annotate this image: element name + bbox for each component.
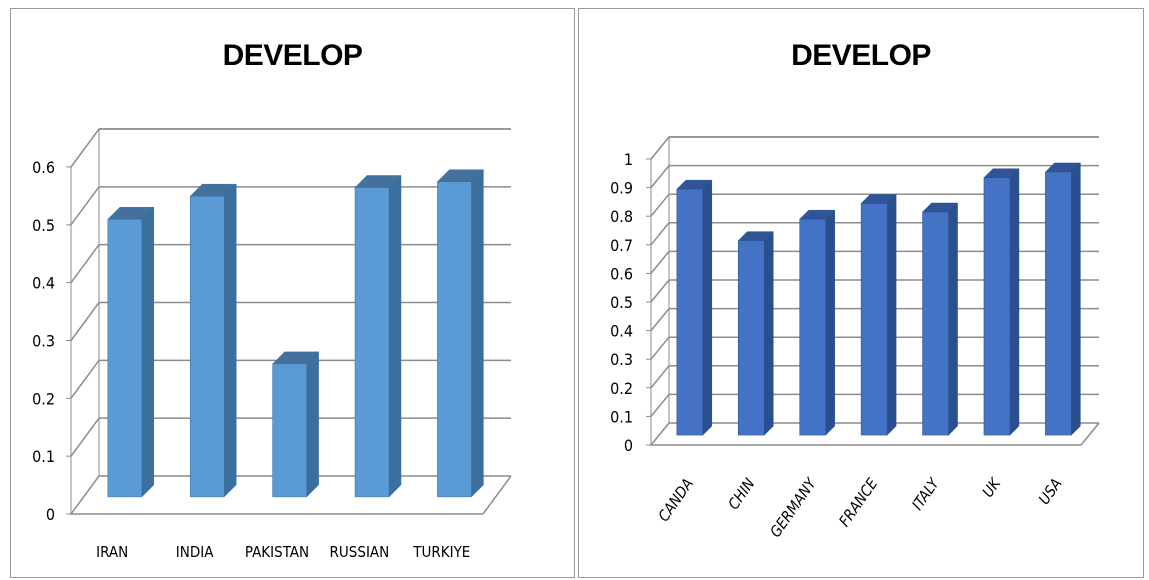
gridline (650, 164, 1099, 189)
gridline (650, 193, 1099, 217)
y-tick-label: 0 (46, 505, 55, 524)
y-tick-label: 0.1 (32, 447, 55, 466)
bar (189, 183, 237, 498)
y-tick-label: 0.7 (610, 236, 633, 255)
y-tick-label: 0.3 (610, 350, 633, 369)
x-tick-label: TURKIYE (412, 543, 470, 561)
bar-side (948, 202, 958, 436)
bar-front (860, 203, 888, 436)
bar (436, 169, 485, 498)
y-tick-label: 0.5 (610, 293, 633, 312)
x-tick-label: RUSSIAN (330, 543, 390, 561)
bar-front (922, 211, 949, 436)
y-tick-label: 0.4 (32, 274, 55, 293)
y-tick-label: 0 (624, 436, 633, 455)
bar-front (983, 177, 1011, 436)
bar-chart-right: 0 0.1 0.2 0.3 0.4 0.5 0.6 0.7 0.8 0.9 1 CANDA CHIN GE… (610, 135, 1100, 541)
x-tick-label: ITALY (908, 474, 943, 514)
bar-side (763, 231, 774, 436)
chart-panel-left: DEVELOP 0 0.1 0.2 0.3 0.4 0.5 0.6 IRAN INDIA PAKI… (10, 8, 575, 578)
bar (921, 202, 959, 436)
chart-panel-right: DEVELOP 0 0.1 0.2 0.3 0.4 0.5 0.6 0.7 0.8 0.9 1 CAN… (578, 8, 1144, 578)
x-tick-label: UK (979, 474, 1005, 501)
floor-right-edge (482, 475, 512, 515)
bar-side (471, 169, 484, 498)
bar-front (272, 363, 307, 498)
x-tick-label: PAKISTAN (245, 543, 309, 561)
y-tick-label: 0.8 (610, 207, 633, 226)
chart-title: DEVELOP (791, 39, 931, 72)
bar (1044, 162, 1081, 436)
x-tick-label: CANDA (654, 475, 696, 525)
x-tick-label: FRANCE (835, 475, 881, 530)
x-tick-label: USA (1035, 475, 1066, 508)
bar-front (437, 181, 472, 498)
bar (354, 174, 402, 498)
bar (737, 231, 774, 436)
y-tick-label: 0.2 (32, 389, 55, 408)
bar-side (223, 183, 237, 498)
bar (676, 179, 713, 436)
chart-title: DEVELOP (222, 39, 363, 72)
gridline (650, 136, 1099, 160)
bar (271, 351, 320, 498)
bar (107, 206, 155, 498)
x-tick-label: GERMANY (766, 474, 821, 541)
bar-front (189, 195, 225, 498)
bar-side (1009, 168, 1020, 436)
y-tick-label: 0.3 (32, 332, 55, 351)
bar (983, 168, 1020, 436)
y-tick-label: 0.6 (32, 158, 55, 177)
y-tick-label: 0.9 (610, 179, 633, 198)
bar-side (886, 193, 897, 436)
gridline (70, 128, 511, 168)
y-tick-label: 1 (624, 150, 633, 169)
y-tick-label: 0.6 (610, 264, 633, 283)
bar-side (141, 206, 155, 498)
bar (860, 193, 897, 436)
bar-side (702, 179, 713, 436)
bar-chart-left: 0 0.1 0.2 0.3 0.4 0.5 0.6 IRAN INDIA PAKISTAN RUSS… (32, 127, 512, 561)
y-tick-label: 0.2 (610, 379, 633, 398)
bar-front (354, 187, 390, 498)
bar-front (1045, 171, 1072, 436)
x-tick-label: IRAN (96, 543, 128, 561)
y-tick-label: 0.4 (610, 322, 633, 341)
x-tick-label: INDIA (176, 543, 214, 561)
bar-front (737, 240, 765, 436)
floor-right-edge (1080, 422, 1100, 446)
y-tick-label: 0.5 (32, 216, 55, 235)
y-tick-label: 0.1 (610, 407, 633, 426)
bar-front (676, 188, 704, 436)
bar-front (107, 219, 143, 498)
bar-side (388, 174, 402, 498)
bar-side (1071, 162, 1081, 436)
bar-side (825, 209, 835, 436)
bar-side (306, 351, 319, 498)
x-tick-label: CHIN (724, 475, 758, 513)
bar (799, 209, 836, 436)
bar-front (799, 218, 826, 436)
